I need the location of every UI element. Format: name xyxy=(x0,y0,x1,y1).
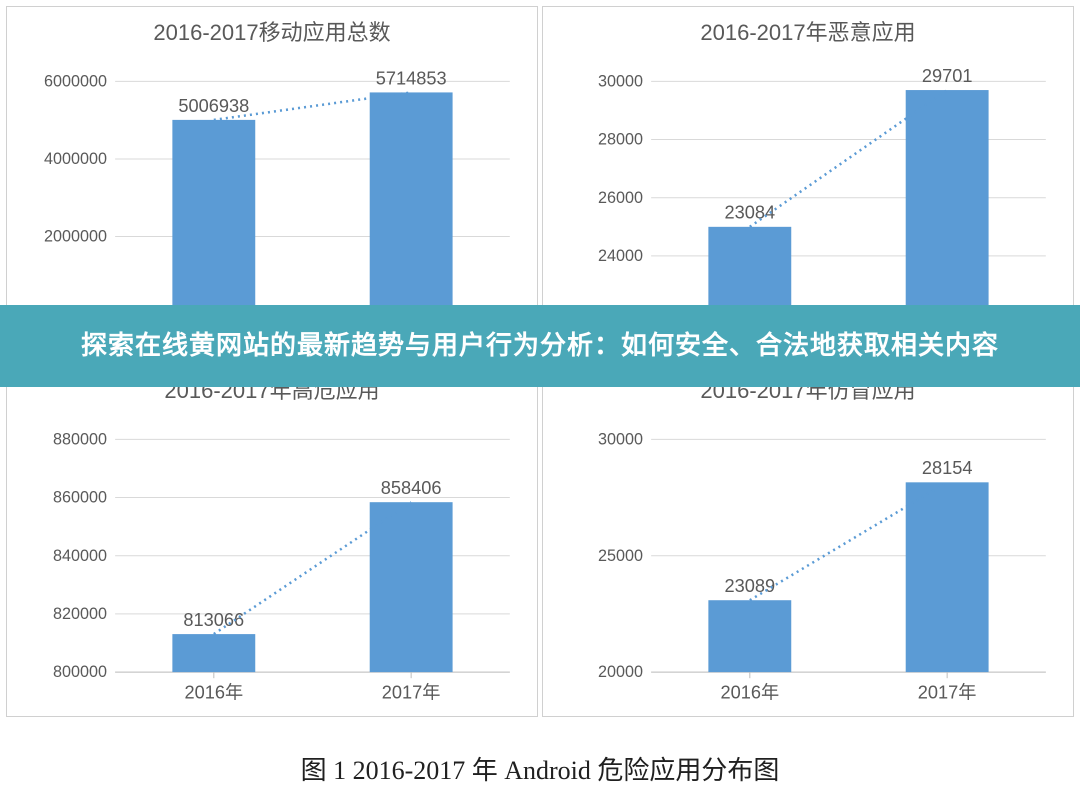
bar xyxy=(370,502,453,672)
svg-text:2000000: 2000000 xyxy=(44,228,107,246)
overlay-text: 探索在线黄网站的最新趋势与用户行为分析：如何安全、合法地获取相关内容 xyxy=(81,328,999,363)
svg-text:30000: 30000 xyxy=(598,72,643,90)
svg-text:860000: 860000 xyxy=(53,488,107,506)
bar xyxy=(906,482,989,672)
plot-high-risk-apps: 8000008200008400008600008800008130662016… xyxy=(19,409,525,713)
svg-text:23084: 23084 xyxy=(724,203,775,223)
panel-title: 2016-2017年恶意应用 xyxy=(555,15,1061,47)
svg-text:30000: 30000 xyxy=(598,430,643,448)
svg-text:29701: 29701 xyxy=(922,66,973,86)
svg-text:26000: 26000 xyxy=(598,189,643,207)
panel-counterfeit-apps: 2016-2017年仿冒应用 200002500030000230892016年… xyxy=(542,364,1074,718)
bar xyxy=(172,634,255,672)
panel-title: 2016-2017移动应用总数 xyxy=(19,15,525,47)
svg-text:820000: 820000 xyxy=(53,605,107,623)
svg-text:4000000: 4000000 xyxy=(44,150,107,168)
svg-text:24000: 24000 xyxy=(598,247,643,265)
svg-text:840000: 840000 xyxy=(53,546,107,564)
svg-text:2016年: 2016年 xyxy=(720,682,779,702)
svg-text:28154: 28154 xyxy=(922,458,973,478)
bar xyxy=(172,120,255,314)
svg-text:2017年: 2017年 xyxy=(382,682,441,702)
svg-text:28000: 28000 xyxy=(598,131,643,149)
svg-text:20000: 20000 xyxy=(598,663,643,681)
svg-text:23089: 23089 xyxy=(724,576,775,596)
svg-text:2016年: 2016年 xyxy=(184,682,243,702)
svg-text:5714853: 5714853 xyxy=(376,68,447,88)
svg-text:880000: 880000 xyxy=(53,430,107,448)
svg-text:5006938: 5006938 xyxy=(178,96,249,116)
svg-text:6000000: 6000000 xyxy=(44,72,107,90)
svg-text:25000: 25000 xyxy=(598,546,643,564)
bar xyxy=(906,90,989,314)
bar xyxy=(708,600,791,672)
overlay-band: 探索在线黄网站的最新趋势与用户行为分析：如何安全、合法地获取相关内容 xyxy=(0,305,1080,387)
svg-text:858406: 858406 xyxy=(381,478,442,498)
svg-text:2017年: 2017年 xyxy=(918,682,977,702)
bar xyxy=(708,227,791,314)
plot-counterfeit-apps: 20000 25000 30000 23089 2016年 28154 2017年 xyxy=(555,409,1061,713)
svg-text:800000: 800000 xyxy=(53,663,107,681)
bar xyxy=(370,92,453,314)
panel-high-risk-apps: 2016-2017年高危应用 8000008200008400008600008… xyxy=(6,364,538,718)
figure-caption: 图 1 2016-2017 年 Android 危险应用分布图 xyxy=(0,750,1080,787)
